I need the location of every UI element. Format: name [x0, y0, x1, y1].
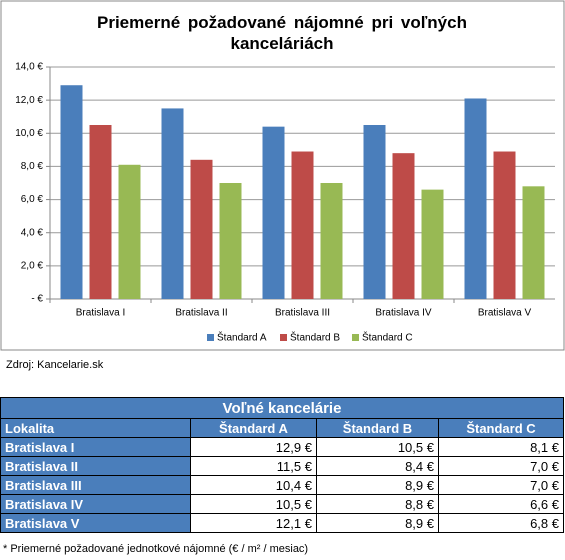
table-row: Bratislava IV 10,5 €8,8 €6,6 €: [0, 494, 565, 514]
y-tick-label: 14,0 €: [15, 62, 43, 73]
table-cell: 7,0 €: [437, 475, 565, 495]
y-tick-label: 10,0 €: [15, 128, 43, 139]
bar: [421, 189, 444, 299]
table-cell: 12,1 €: [189, 513, 317, 533]
bar: [291, 151, 314, 299]
y-tick-label: 12,0 €: [15, 95, 43, 106]
table-row: Bratislava V 12,1 €8,9 €6,8 €: [0, 513, 565, 533]
source: Zdroj: Kancelarie.sk: [6, 359, 104, 371]
bar: [320, 183, 343, 299]
table-cell: Lokalita: [0, 418, 191, 438]
y-tick-label: 4,0 €: [21, 227, 44, 238]
table-cell: Štandard C: [437, 418, 565, 438]
x-tick-label: Bratislava V: [478, 308, 532, 319]
legend-swatch: [352, 334, 359, 341]
table-cell: Štandard B: [315, 418, 439, 438]
table-cell: 8,4 €: [315, 456, 439, 476]
x-tick-label: Bratislava III: [275, 308, 330, 319]
legend-swatch: [280, 334, 287, 341]
y-tick-label: 2,0 €: [21, 260, 44, 271]
table-row: Bratislava II 11,5 €8,4 €7,0 €: [0, 456, 565, 476]
chart-title: Priemerné požadované nájomné pri voľných…: [97, 13, 467, 53]
bar: [60, 85, 83, 299]
legend-label: Štandard A: [217, 331, 267, 344]
table-cell: 8,9 €: [315, 513, 439, 533]
table-row: Bratislava III 10,4 €8,9 €7,0 €: [0, 475, 565, 495]
table-cell: 6,8 €: [437, 513, 565, 533]
table-cell: Bratislava IV: [0, 494, 191, 514]
table-row: Bratislava I 12,9 €10,5 €8,1 €: [0, 437, 565, 457]
x-tick-label: Bratislava I: [76, 308, 125, 319]
table-cell: Bratislava III: [0, 475, 191, 495]
table-cell: 7,0 €: [437, 456, 565, 476]
bar: [161, 108, 184, 299]
table-cell: Voľné kancelárie: [0, 397, 564, 419]
bar: [89, 125, 112, 299]
table-cell: Bratislava II: [0, 456, 191, 476]
bar: [464, 98, 487, 299]
table-cell: 8,1 €: [437, 437, 565, 457]
table-cell: 11,5 €: [189, 456, 317, 476]
table-title-row: Voľné kancelárie: [0, 397, 564, 419]
bar: [219, 183, 242, 299]
bar: [363, 125, 386, 299]
legend-label: Štandard C: [362, 331, 413, 344]
bar: [522, 186, 545, 299]
table: Voľné kancelárie Lokalita Štandard A Štanda…: [0, 397, 565, 533]
y-tick-label: 6,0 €: [21, 194, 44, 205]
table-cell: Štandard A: [189, 418, 317, 438]
x-tick-label: Bratislava II: [175, 308, 227, 319]
table-cell: 8,9 €: [315, 475, 439, 495]
table-cell: 10,4 €: [189, 475, 317, 495]
bar: [190, 159, 213, 299]
bar: [262, 126, 285, 300]
bar: [392, 153, 415, 299]
x-tick-label: Bratislava IV: [375, 308, 431, 319]
table-cell: 12,9 €: [189, 437, 317, 457]
legend-swatch: [207, 334, 214, 341]
table-cell: Bratislava I: [0, 437, 191, 457]
footnote: * Priemerné požadované jednotkové nájomn…: [3, 543, 309, 555]
bar: [493, 151, 516, 299]
y-tick-label: - €: [31, 294, 43, 305]
bar: [118, 164, 141, 299]
table-cell: 6,6 €: [437, 494, 565, 514]
chart: - € 2,0 € 4,0 € 6,0 € 8,0 € 10,0 € 12,0 € 14,0 …: [0, 0, 565, 351]
table-cell: 8,8 €: [315, 494, 439, 514]
legend-label: Štandard B: [290, 331, 340, 344]
table-cell: 10,5 €: [189, 494, 317, 514]
table-cell: Bratislava V: [0, 513, 191, 533]
table-cell: 10,5 €: [315, 437, 439, 457]
table-header-row: Lokalita Štandard A Štandard B Štandard C: [0, 418, 565, 438]
y-tick-label: 8,0 €: [21, 161, 44, 172]
